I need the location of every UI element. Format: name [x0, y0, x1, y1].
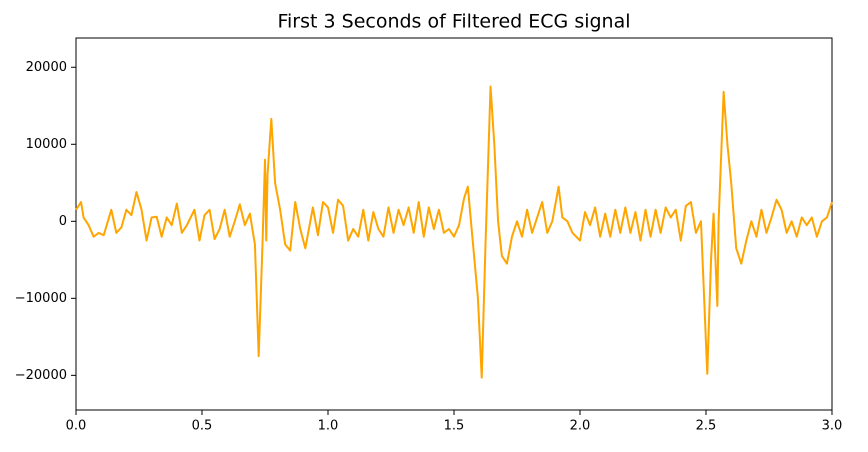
x-tick-label: 0.5	[192, 419, 213, 434]
chart-title: First 3 Seconds of Filtered ECG signal	[277, 11, 630, 33]
y-tick-label: 20000	[26, 60, 67, 75]
x-tick-label: 1.0	[318, 419, 339, 434]
y-tick-label: 10000	[26, 137, 67, 152]
x-tick-label: 1.5	[444, 419, 465, 434]
x-tick-label: 0.0	[66, 419, 87, 434]
x-tick-label: 2.5	[696, 419, 717, 434]
y-tick-label: −20000	[15, 368, 67, 383]
signal-line	[75, 85, 833, 379]
y-tick-label: −10000	[15, 291, 67, 306]
x-tick-label: 3.0	[822, 419, 843, 434]
x-tick-label: 2.0	[570, 419, 591, 434]
y-tick-label: 0	[59, 214, 67, 229]
